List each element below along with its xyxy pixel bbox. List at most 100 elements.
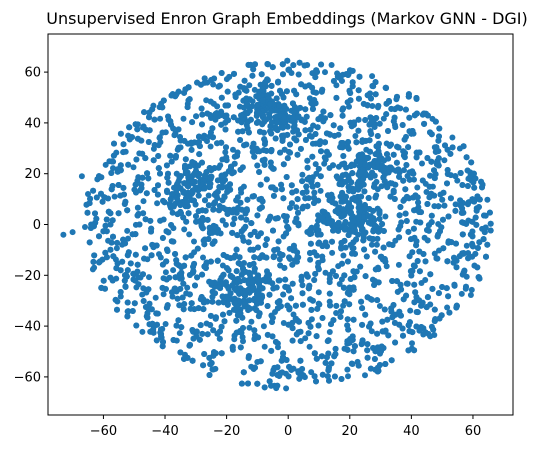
scatter-point — [347, 163, 354, 170]
scatter-point — [424, 201, 431, 207]
scatter-point — [266, 291, 273, 298]
scatter-point — [249, 72, 256, 79]
scatter-point — [224, 265, 230, 272]
scatter-point — [441, 202, 448, 209]
scatter-point — [445, 213, 452, 220]
scatter-point — [381, 306, 388, 313]
scatter-point — [155, 182, 161, 189]
scatter-point — [207, 143, 214, 150]
scatter-point — [360, 237, 367, 244]
scatter-point — [261, 157, 268, 164]
scatter-point — [255, 276, 262, 283]
scatter-point — [96, 233, 102, 240]
scatter-point — [312, 74, 319, 81]
scatter-point — [366, 137, 373, 144]
scatter-point — [240, 369, 247, 376]
scatter-point — [243, 216, 250, 223]
scatter-point — [459, 182, 466, 188]
scatter-point — [290, 62, 297, 69]
scatter-point — [219, 184, 226, 191]
scatter-point — [131, 300, 138, 307]
scatter-point — [385, 98, 392, 104]
scatter-point — [109, 277, 116, 284]
y-tick-label: −40 — [14, 320, 41, 335]
scatter-point — [191, 170, 198, 177]
scatter-point — [269, 370, 276, 377]
scatter-point — [413, 242, 420, 249]
scatter-point — [129, 308, 136, 314]
scatter-point — [383, 263, 390, 270]
scatter-point — [416, 149, 423, 156]
scatter-point — [285, 66, 292, 73]
scatter-point — [326, 377, 332, 384]
scatter-point — [268, 347, 275, 354]
scatter-point — [167, 152, 174, 159]
scatter-point — [258, 71, 265, 78]
scatter-point — [169, 209, 176, 216]
chart-title: Unsupervised Enron Graph Embeddings (Mar… — [46, 9, 528, 28]
scatter-point — [209, 298, 216, 305]
scatter-point — [270, 254, 277, 261]
scatter-point — [188, 177, 195, 184]
scatter-point — [447, 195, 454, 202]
scatter-point — [453, 264, 460, 271]
scatter-point — [145, 175, 152, 182]
scatter-point — [207, 112, 213, 118]
scatter-point — [372, 91, 379, 98]
scatter-point — [368, 220, 374, 227]
scatter-point — [401, 167, 407, 174]
scatter-point — [171, 201, 178, 207]
scatter-point — [357, 263, 364, 270]
scatter-point — [274, 119, 281, 126]
scatter-point — [114, 260, 121, 267]
scatter-point — [406, 169, 413, 176]
scatter-point — [201, 263, 208, 270]
scatter-point — [304, 164, 311, 171]
scatter-point — [311, 277, 318, 283]
scatter-point — [239, 128, 246, 135]
scatter-point — [186, 193, 193, 200]
scatter-point — [340, 206, 347, 213]
scatter-point — [247, 305, 254, 312]
scatter-point — [240, 325, 246, 331]
scatter-point — [196, 133, 202, 140]
scatter-point — [200, 216, 207, 223]
scatter-point — [198, 81, 204, 88]
scatter-point — [218, 274, 225, 281]
scatter-point — [313, 67, 320, 74]
scatter-point — [93, 194, 100, 201]
scatter-point — [125, 308, 132, 315]
scatter-point — [224, 88, 231, 95]
scatter-point — [443, 285, 450, 292]
scatter-point — [132, 181, 139, 188]
scatter-point — [384, 316, 391, 323]
scatter-points — [60, 57, 494, 392]
scatter-point — [159, 284, 166, 291]
scatter-point — [115, 182, 122, 188]
scatter-point — [207, 312, 214, 319]
scatter-point — [249, 144, 256, 151]
scatter-point — [202, 197, 208, 204]
scatter-point — [240, 237, 247, 244]
scatter-point — [468, 286, 475, 293]
scatter-point — [369, 169, 376, 176]
scatter-point — [384, 151, 390, 158]
scatter-point — [157, 115, 164, 122]
scatter-point — [241, 277, 248, 284]
scatter-point — [303, 183, 310, 190]
scatter-point — [234, 232, 241, 239]
scatter-point — [148, 225, 155, 232]
scatter-point — [147, 217, 154, 224]
scatter-point — [344, 99, 351, 106]
scatter-point — [287, 204, 293, 211]
scatter-point — [432, 118, 439, 125]
scatter-point — [312, 131, 319, 137]
scatter-point — [229, 344, 236, 351]
scatter-point — [137, 274, 144, 281]
scatter-point — [284, 123, 291, 130]
scatter-point — [171, 132, 178, 139]
scatter-point — [326, 197, 333, 204]
scatter-point — [484, 241, 491, 248]
scatter-point — [270, 192, 277, 199]
